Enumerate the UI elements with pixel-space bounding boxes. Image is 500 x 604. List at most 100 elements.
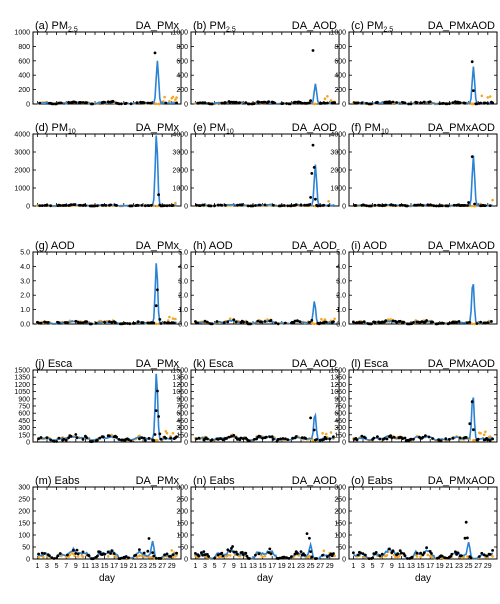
observation-point [264, 435, 268, 439]
y-tick-label: 1350 [14, 375, 30, 382]
x-tick-label: 21 [288, 563, 296, 570]
observation-point [106, 100, 110, 104]
observation-point [85, 436, 88, 439]
background-point [164, 430, 168, 433]
observation-point [437, 322, 440, 325]
observation-point [442, 322, 445, 325]
observation-point [73, 203, 76, 207]
background-point [482, 433, 486, 437]
observation-point [226, 548, 230, 552]
background-point [171, 95, 175, 99]
observation-point [412, 437, 415, 441]
observation-point [440, 554, 444, 558]
y-tick-label: 200 [176, 509, 188, 516]
y-tick-label: 1000 [14, 30, 30, 37]
background-point [171, 432, 175, 435]
observation-point [458, 436, 462, 440]
observation-point [488, 439, 492, 442]
y-tick-label: 4.0 [178, 264, 188, 271]
observation-point [236, 203, 239, 207]
observation-point [305, 101, 309, 105]
y-tick-label: 900 [176, 396, 188, 403]
observation-point [93, 204, 97, 208]
observation-point [268, 435, 272, 439]
observation-point [147, 204, 151, 208]
observation-point [196, 321, 200, 325]
observation-point [324, 437, 328, 441]
y-tick-label: 1350 [172, 375, 188, 382]
observation-point [130, 204, 134, 208]
observation-point [138, 548, 141, 551]
observation-point [451, 101, 455, 105]
observation-point [370, 102, 373, 106]
observation-point [76, 320, 80, 324]
y-tick-label: 2000 [172, 168, 188, 175]
x-tick-label: 3 [203, 563, 207, 570]
observation-point [96, 554, 99, 558]
y-tick-label: 1000 [14, 186, 30, 193]
observation-point [44, 321, 48, 324]
x-tick-label: 7 [222, 563, 226, 570]
x-tick-label: 21 [130, 563, 138, 570]
observation-point [430, 552, 433, 555]
y-tick-label: 0 [342, 204, 346, 211]
y-tick-label: 3.0 [336, 278, 346, 285]
y-tick-label: 0.0 [336, 322, 346, 329]
analysis-line [353, 283, 493, 325]
y-tick-label: 2.0 [336, 293, 346, 300]
background-point [312, 322, 316, 326]
observation-point [251, 204, 255, 208]
observation-point [398, 203, 402, 207]
background-point [171, 317, 175, 320]
observation-point [395, 101, 398, 104]
observation-point [195, 437, 199, 441]
observation-point [391, 549, 395, 553]
observation-point [109, 552, 112, 555]
y-tick-label: 1350 [330, 375, 346, 382]
observation-point [470, 60, 474, 64]
observation-point [240, 551, 244, 554]
observation-point [273, 101, 276, 105]
observation-point [422, 100, 426, 104]
observation-point [425, 319, 428, 322]
x-tick-label: 13 [91, 563, 99, 570]
background-point [394, 555, 397, 559]
analysis-line [353, 155, 493, 207]
observation-point [257, 100, 261, 104]
y-tick-label: 50 [180, 545, 188, 552]
y-tick-label: 5.0 [20, 250, 30, 257]
y-tick-label: 400 [176, 73, 188, 80]
y-tick-label: 300 [176, 425, 188, 432]
observation-point [451, 436, 455, 440]
observation-point [274, 321, 278, 325]
observation-point [484, 101, 487, 105]
y-tick-label: 2.0 [178, 293, 188, 300]
observation-point [74, 552, 78, 555]
observation-point [165, 204, 169, 208]
observation-point [115, 435, 118, 439]
observation-point [333, 101, 336, 104]
observation-point [38, 101, 42, 105]
observation-point [98, 550, 102, 554]
y-tick-label: 3000 [172, 150, 188, 157]
panel-label: (n) Eabs [193, 475, 235, 487]
y-tick-label: 600 [334, 58, 346, 65]
observation-point [470, 155, 474, 159]
observation-point [354, 204, 358, 207]
x-tick-label: 1 [193, 563, 197, 570]
observation-point [175, 551, 179, 555]
background-point [329, 431, 333, 434]
y-tick-label: 0.0 [178, 322, 188, 329]
panel-f: 0 1000 2000 3000 4000 (f) PM10 DA_PMxAOD [330, 122, 498, 211]
experiment-name: DA_AOD [292, 20, 337, 32]
observation-point [427, 203, 431, 207]
observation-point [391, 203, 395, 207]
observation-point [157, 415, 161, 418]
y-tick-label: 1500 [330, 368, 346, 375]
y-tick-label: 450 [176, 418, 188, 425]
observation-point [220, 101, 224, 105]
observation-point [142, 551, 146, 555]
observation-point [490, 320, 493, 323]
observation-point [458, 101, 462, 105]
observation-point [373, 320, 377, 324]
